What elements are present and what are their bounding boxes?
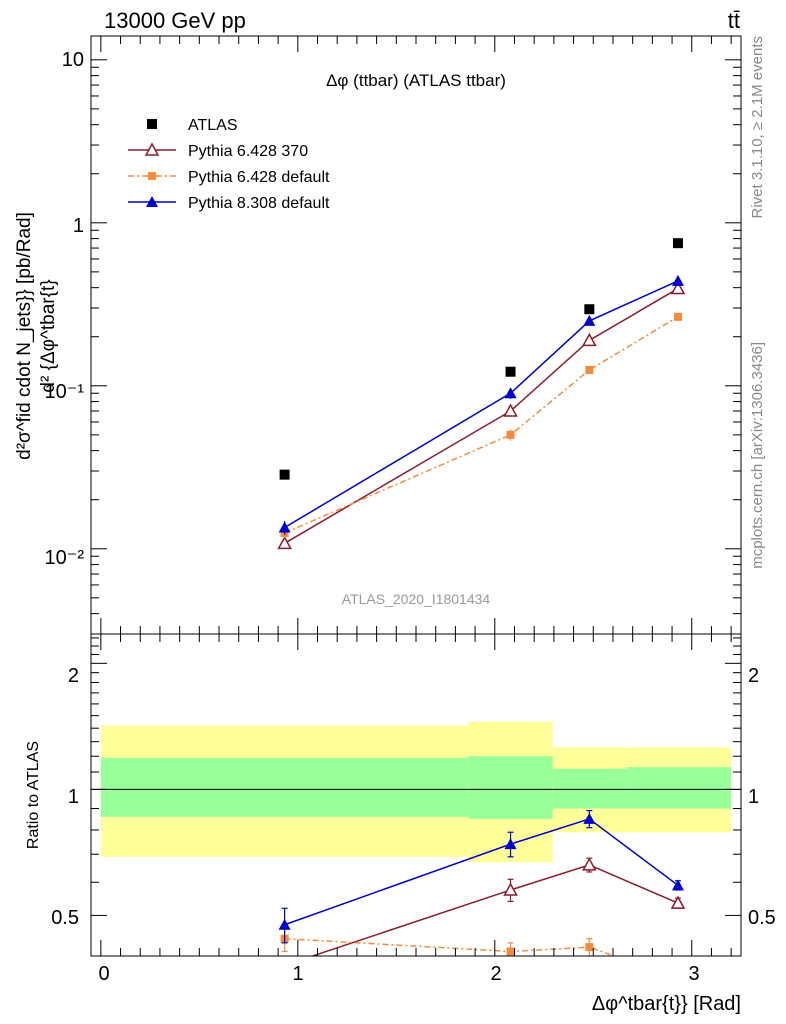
ratio-ytick-label-right-1: 1 xyxy=(748,786,759,808)
analysis-id-label: ATLAS_2020_I1801434 xyxy=(342,591,491,607)
ratio-point-pythia-6-428-default xyxy=(674,975,682,983)
ratio-line-pythia-6-428-370 xyxy=(310,864,679,956)
xtick-label-0: 0 xyxy=(98,963,109,985)
ratio-ytick-label-right-0p5: 0.5 xyxy=(748,907,776,929)
main-ytick-label-0p1: 10⁻¹ xyxy=(45,381,85,403)
ratio-ytick-label-2: 2 xyxy=(68,665,79,687)
ratio-point-pythia-6-428-370 xyxy=(582,857,597,871)
xtick-label-1: 1 xyxy=(292,963,303,985)
main-ytick-label-0p01: 10⁻² xyxy=(45,547,85,569)
ratio-panel: 2 1 0.5 2 1 0.5 Ratio to ATLAS xyxy=(25,633,776,983)
main-point-pythia-6-428-370 xyxy=(582,332,597,347)
ratio-point-pythia-6-428-default xyxy=(585,943,594,952)
main-y-tick-labels: 10 1 10⁻¹ 10⁻² xyxy=(45,49,85,569)
main-point-pythia-6-428-default xyxy=(506,430,515,439)
legend-label-atlas: ATLAS xyxy=(188,117,238,134)
legend-marker-pythia-8-308-default xyxy=(146,196,158,207)
main-point-atlas xyxy=(505,366,516,377)
main-point-pythia-8-308-default xyxy=(583,314,596,326)
plot-title: Δφ (ttbar) (ATLAS ttbar) xyxy=(326,71,506,90)
main-point-pythia-8-308-default xyxy=(278,521,291,533)
ratio-series-layer xyxy=(278,809,686,983)
main-point-atlas xyxy=(672,238,683,249)
ratio-point-pythia-8-308-default xyxy=(583,812,596,824)
ratio-line-pythia-8-308-default xyxy=(284,818,679,926)
main-line-pythia-6-428-default xyxy=(284,316,679,534)
ratio-band-inner xyxy=(100,757,469,817)
main-point-atlas xyxy=(584,304,595,315)
main-point-pythia-8-308-default xyxy=(671,274,684,286)
main-ytick-label-1: 1 xyxy=(73,215,84,237)
main-point-pythia-6-428-370 xyxy=(670,280,686,295)
main-line-pythia-8-308-default xyxy=(284,280,679,529)
ratio-uncertainty-bands xyxy=(100,721,732,863)
ratio-line-pythia-6-428-default xyxy=(284,937,617,956)
legend: ATLAS Pythia 6.428 370 Pythia 6.428 defaul… xyxy=(128,117,330,212)
legend-marker-pythia-6-428-default xyxy=(148,172,156,180)
ratio-point-pythia-8-308-default xyxy=(671,879,684,891)
ratio-ytick-label-1: 1 xyxy=(68,786,79,808)
main-point-pythia-6-428-370 xyxy=(503,403,518,417)
ratio-point-pythia-6-428-370 xyxy=(670,895,686,909)
main-series-layer xyxy=(277,238,686,550)
main-point-pythia-8-308-default xyxy=(504,387,517,399)
mcplots-label: mcplots.cern.ch [arXiv:1306.3436] xyxy=(749,342,766,569)
legend-marker-pythia-6-428-370 xyxy=(144,142,160,156)
ratio-point-pythia-8-308-default xyxy=(278,918,291,930)
header-process-label: 13000 GeV pp xyxy=(104,8,246,33)
ratio-band-inner xyxy=(626,767,732,809)
ratio-ylabel: Ratio to ATLAS xyxy=(25,741,42,849)
main-axis-ticks xyxy=(91,36,741,635)
legend-label-pythia-6-428-370: Pythia 6.428 370 xyxy=(188,143,308,160)
main-point-pythia-6-428-default xyxy=(585,365,594,374)
xtick-label-2: 2 xyxy=(490,963,501,985)
ratio-ytick-label-right-2: 2 xyxy=(748,665,759,687)
xtick-label-3: 3 xyxy=(688,963,699,985)
main-point-pythia-6-428-370 xyxy=(277,535,292,550)
legend-label-pythia-8-308-default: Pythia 8.308 default xyxy=(188,195,330,212)
legend-label-pythia-6-428-default: Pythia 6.428 default xyxy=(188,169,330,186)
ratio-band-inner xyxy=(552,768,627,809)
main-point-pythia-6-428-default xyxy=(673,312,682,321)
x-axis-label: Δφ^tbar{t}} [Rad] xyxy=(592,993,741,1015)
ratio-point-pythia-6-428-default xyxy=(506,947,515,956)
main-ylabel: d²σ^fid cdot N_jets}} [pb/Rad] d² {Δφ^tb… xyxy=(14,212,59,460)
ratio-point-pythia-6-428-370 xyxy=(279,959,291,970)
ratio-series-clipped xyxy=(278,809,686,983)
main-panel: Δφ (ttbar) (ATLAS ttbar) ATLAS_2020_I180… xyxy=(45,35,742,635)
main-ylabel-line2: d² {Δφ^tbar{t} xyxy=(38,279,59,392)
rivet-version-label: Rivet 3.1.10, ≥ 2.1M events xyxy=(749,36,766,219)
ratio-axis-ticks xyxy=(91,634,741,957)
legend-marker-atlas xyxy=(147,119,157,129)
main-point-atlas xyxy=(279,469,290,480)
main-ylabel-line1: d²σ^fid cdot N_jets}} [pb/Rad] xyxy=(14,212,35,460)
ratio-point-pythia-6-428-370 xyxy=(503,882,518,896)
main-line-pythia-6-428-370 xyxy=(284,287,679,544)
main-ytick-label-10: 10 xyxy=(62,49,84,71)
ratio-point-pythia-8-308-default xyxy=(504,838,517,850)
ratio-ytick-label-0p5: 0.5 xyxy=(51,907,79,929)
ratio-band-inner xyxy=(468,756,553,819)
header-ttbar-label: tt̄ xyxy=(728,8,740,33)
